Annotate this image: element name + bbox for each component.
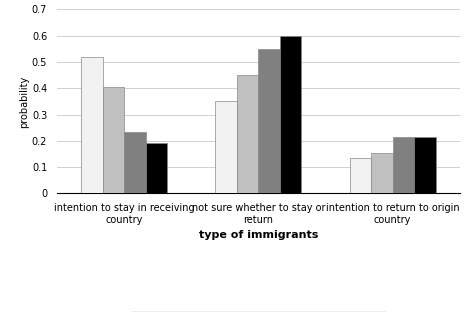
Bar	[280, 36, 301, 193]
Bar	[237, 75, 258, 193]
Bar	[146, 144, 167, 193]
Bar	[371, 153, 392, 193]
Bar	[81, 57, 102, 193]
Bar	[258, 49, 280, 193]
Bar	[350, 158, 371, 193]
X-axis label: type of immigrants: type of immigrants	[199, 230, 318, 240]
Bar	[124, 132, 146, 193]
Bar	[392, 137, 414, 193]
Bar	[414, 137, 436, 193]
Y-axis label: probability: probability	[19, 75, 29, 128]
Bar	[215, 101, 237, 193]
Bar	[102, 87, 124, 193]
